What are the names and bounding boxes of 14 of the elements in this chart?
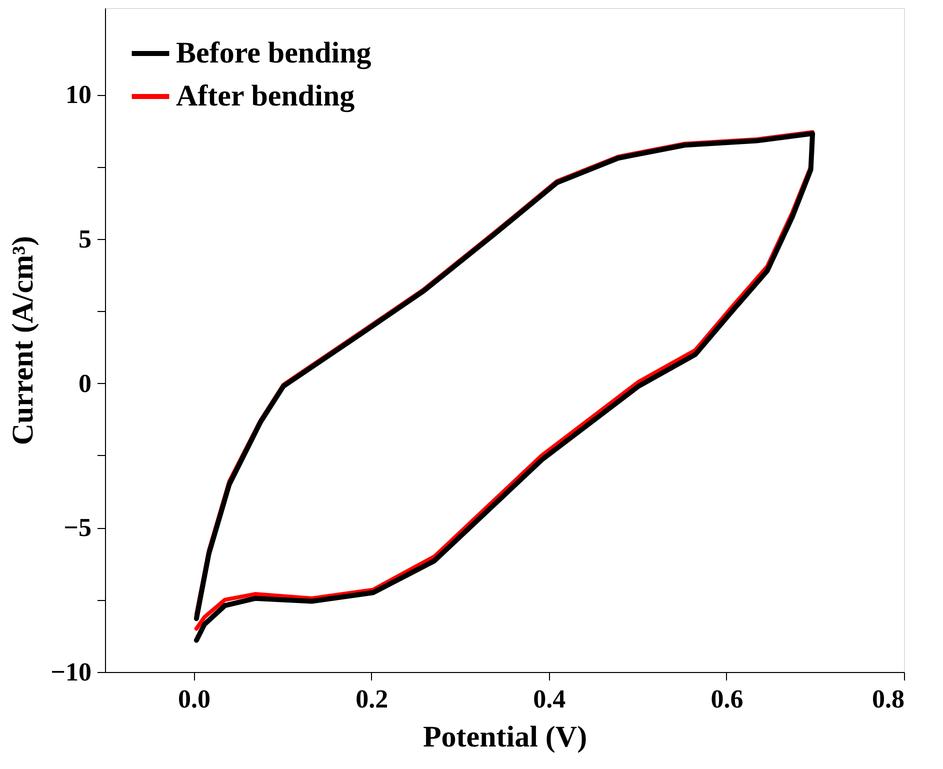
x-tick-label: 0.2 — [356, 684, 388, 714]
x-tick-label: 0.8 — [872, 684, 904, 714]
y-tick-label: 10 — [66, 80, 92, 110]
y-axis-title: Current (A/cm³) — [6, 236, 40, 446]
y-tick-label: 0 — [78, 368, 92, 398]
x-axis-title: Potential (V) — [422, 720, 588, 754]
y-tick-label: 5 — [78, 224, 92, 254]
x-tick-label: 0.4 — [533, 684, 566, 714]
legend-label: After bending — [176, 80, 355, 112]
y-tick-label: −5 — [64, 513, 92, 542]
x-tick-label: 0.0 — [178, 684, 211, 714]
y-tick-label: −10 — [50, 658, 92, 686]
legend-label: Before bending — [176, 36, 372, 70]
x-tick-label: 0.6 — [710, 684, 744, 714]
